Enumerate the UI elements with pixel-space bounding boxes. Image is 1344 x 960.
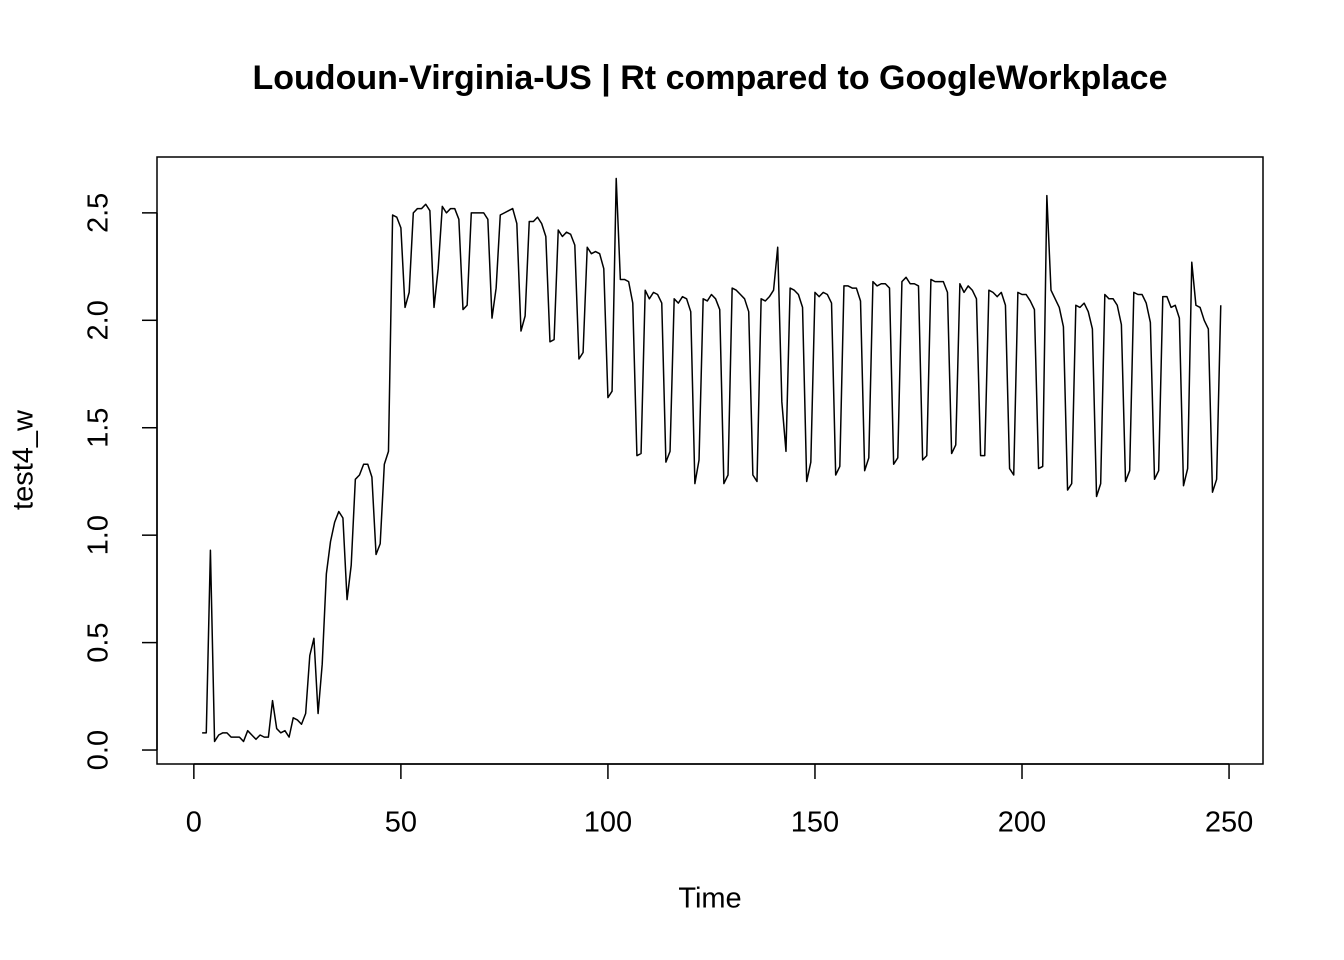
- series-line: [202, 177, 1222, 743]
- y-tick-label: 2.5: [83, 193, 115, 233]
- x-tick-label: 200: [998, 807, 1046, 839]
- x-axis-label: Time: [678, 883, 741, 915]
- x-tick-label: 50: [385, 807, 417, 839]
- x-tick-label: 150: [791, 807, 839, 839]
- chart-title: Loudoun-Virginia-US | Rt compared to Goo…: [253, 59, 1168, 97]
- y-tick-label: 1.0: [83, 515, 115, 555]
- x-tick-label: 250: [1205, 807, 1253, 839]
- y-axis-label: test4_w: [8, 409, 40, 510]
- y-tick-label: 2.0: [83, 300, 115, 340]
- y-tick-label: 0.0: [83, 730, 115, 770]
- y-tick-label: 1.5: [83, 408, 115, 448]
- x-tick-label: 100: [584, 807, 632, 839]
- x-tick-label: 0: [186, 807, 202, 839]
- plot-frame: [156, 156, 1264, 765]
- y-tick-label: 0.5: [83, 622, 115, 662]
